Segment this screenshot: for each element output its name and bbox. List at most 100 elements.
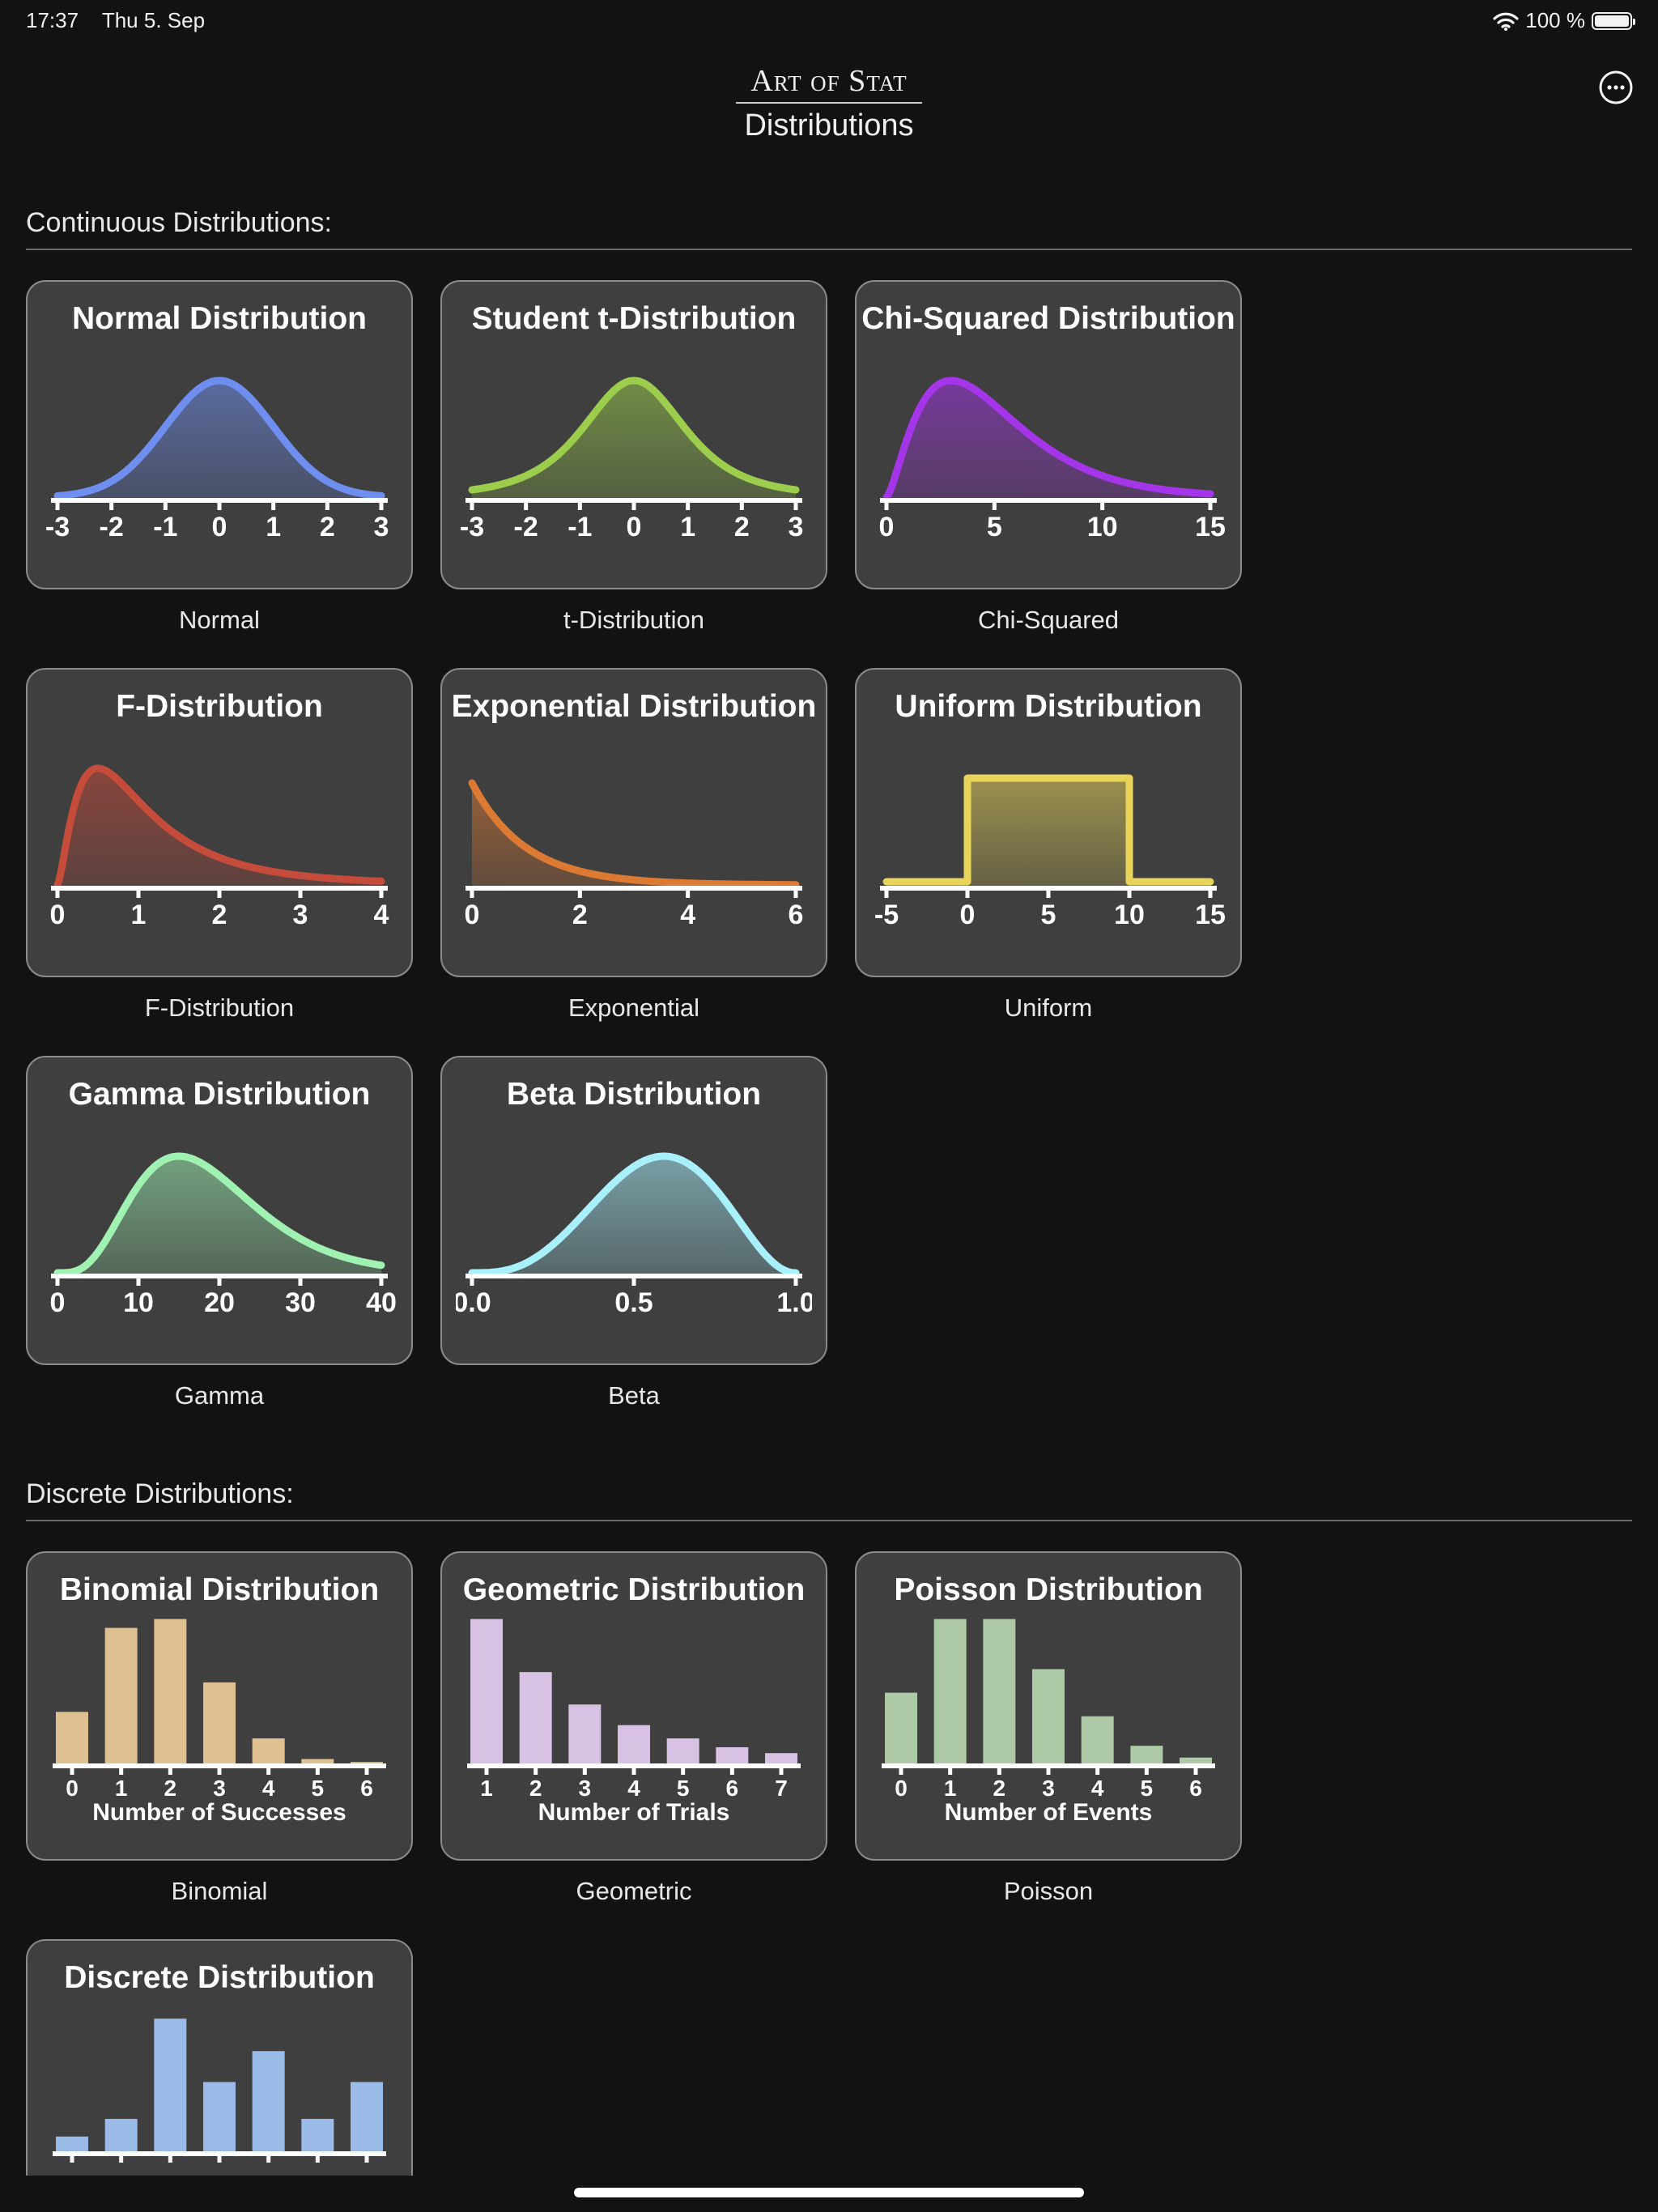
x-tick-label: 1 — [680, 512, 695, 542]
discrete-bar — [56, 2136, 88, 2151]
discrete-bar — [104, 2118, 138, 2151]
discrete-bar — [203, 2082, 236, 2151]
page-title: Distributions — [744, 108, 914, 143]
status-date: Thu 5. Sep — [101, 8, 206, 32]
exponential-area — [472, 783, 796, 888]
uniform-distribution-card[interactable]: Uniform Distribution -5 0 5 10 15 Uniform — [855, 668, 1242, 1023]
poisson-bar — [1081, 1716, 1114, 1763]
geometric-bar — [666, 1738, 699, 1763]
card-title: Geometric Distribution — [462, 1572, 806, 1607]
discrete-bar — [154, 2018, 187, 2151]
t-distribution-card[interactable]: Student t-Distribution -3 -2 -1 0 1 2 3 t-Dist… — [440, 280, 827, 635]
wifi-icon — [1493, 12, 1519, 31]
poisson-distribution-card[interactable]: Poisson Distribution 0 1 2 3 4 5 6 Number of Ev… — [855, 1551, 1242, 1906]
binomial-distribution-card[interactable]: Binomial Distribution 0 1 2 3 4 5 6 Number of S… — [26, 1551, 413, 1906]
x-axis-label: Number of Events — [945, 1799, 1153, 1822]
x-tick-label: 20 — [204, 1287, 235, 1318]
f-distribution-card[interactable]: F-Distribution 0 1 2 3 4 F-Distribution — [26, 668, 413, 1023]
x-tick-label: 0 — [879, 512, 895, 542]
normal-distribution-card[interactable]: Normal Distribution -3 -2 -1 0 1 2 3 Normal — [26, 280, 413, 635]
x-tick-label: 40 — [366, 1287, 397, 1318]
card-caption: Geometric — [576, 1877, 692, 1905]
exponential-curve — [468, 779, 800, 889]
x-tick-label: 3 — [213, 1776, 226, 1801]
poisson-bar — [933, 1619, 967, 1763]
chi-squared-distribution-card[interactable]: Chi-Squared Distribution 0 5 10 15 Chi-Squa… — [855, 280, 1242, 635]
beta-area — [472, 1156, 796, 1276]
chi-curve — [882, 376, 1214, 501]
binomial-bar — [301, 1759, 334, 1763]
geometric-bar — [618, 1725, 650, 1763]
binomial-chart: 0 1 2 3 4 5 6 Number of Successes — [53, 1619, 386, 1822]
card-caption: Binomial — [171, 1877, 268, 1905]
gamma-distribution-card[interactable]: Gamma Distribution 0 10 20 30 40 Gamma — [26, 1056, 413, 1410]
card-title: Gamma Distribution — [68, 1077, 371, 1112]
geometric-bar — [519, 1672, 552, 1763]
x-tick-label: 2 — [164, 1776, 177, 1801]
x-tick-label: 5 — [1041, 900, 1056, 930]
card-title: Uniform Distribution — [895, 689, 1202, 724]
geometric-chart: 1 2 3 4 5 6 7 Number of Trials — [467, 1619, 801, 1822]
binomial-bar — [351, 1762, 383, 1763]
x-tick-label: 0 — [50, 900, 66, 930]
card-caption: Beta — [608, 1381, 660, 1410]
beta-chart: 0.0 0.5 1.0 — [456, 1152, 812, 1318]
discrete-section-title: Discrete Distributions: — [26, 1478, 1632, 1521]
chi-area — [886, 381, 1210, 500]
binomial-bar — [203, 1682, 236, 1763]
card-caption: t-Distribution — [563, 606, 704, 634]
x-tick-label: 4 — [680, 900, 695, 930]
x-tick-label: -3 — [45, 512, 70, 542]
x-tick-label: -3 — [460, 512, 484, 542]
chi-squared-chart: 0 5 10 15 — [879, 376, 1226, 542]
continuous-section-header: Continuous Distributions: — [26, 207, 1632, 250]
card-title: Discrete Distribution — [64, 1960, 375, 1995]
x-tick-label: 6 — [1189, 1776, 1202, 1801]
card-title: Binomial Distribution — [59, 1572, 380, 1607]
more-options-icon[interactable] — [1598, 70, 1634, 105]
x-tick-label: 1 — [944, 1776, 957, 1801]
geometric-distribution-card[interactable]: Geometric Distribution 1 2 3 4 5 6 7 Number of … — [440, 1551, 827, 1906]
x-tick-label: 10 — [123, 1287, 154, 1318]
discrete-bar — [301, 2118, 334, 2151]
gamma-chart: 0 10 20 30 40 — [50, 1152, 397, 1318]
x-tick-label: 3 — [374, 512, 389, 542]
x-tick-label: 2 — [320, 512, 335, 542]
discrete-chart — [53, 2018, 386, 2163]
card-caption: Uniform — [1004, 993, 1093, 1022]
x-tick-label: -2 — [100, 512, 124, 542]
x-tick-label: 2 — [529, 1776, 542, 1801]
t-chart: -3 -2 -1 0 1 2 3 — [460, 376, 803, 542]
poisson-bar — [1032, 1669, 1065, 1763]
card-title: Poisson Distribution — [894, 1572, 1203, 1607]
x-tick-label: 0 — [212, 512, 227, 542]
normal-curve — [53, 376, 385, 500]
x-tick-label: 5 — [677, 1776, 690, 1801]
discrete-section-header: Discrete Distributions: — [26, 1478, 1632, 1521]
x-tick-label: 0 — [465, 900, 480, 930]
x-tick-label: 5 — [1141, 1776, 1154, 1801]
card-title: Chi-Squared Distribution — [861, 301, 1235, 336]
x-tick-label: -2 — [514, 512, 538, 542]
x-tick-label: 7 — [775, 1776, 788, 1801]
x-tick-label: 5 — [312, 1776, 325, 1801]
x-tick-label: 1 — [131, 900, 147, 930]
x-tick-label: 0 — [960, 900, 976, 930]
x-tick-label: 4 — [262, 1776, 275, 1801]
battery-percent: 100 % — [1525, 8, 1585, 32]
beta-distribution-card[interactable]: Beta Distribution 0.0 0.5 1.0 Beta — [440, 1056, 827, 1410]
t-area — [472, 381, 796, 500]
x-tick-label: 15 — [1195, 900, 1226, 930]
x-tick-label: 2 — [212, 900, 227, 930]
card-title: Exponential Distribution — [451, 689, 817, 724]
poisson-bar — [1130, 1746, 1163, 1763]
home-indicator — [574, 2188, 1084, 2197]
x-tick-label: 6 — [789, 900, 804, 930]
card-caption: Exponential — [568, 993, 699, 1022]
discrete-distribution-card[interactable]: Discrete Distribution — [26, 1939, 413, 2176]
x-tick-label: 10 — [1087, 512, 1118, 542]
card-title: F-Distribution — [116, 689, 323, 724]
exponential-distribution-card[interactable]: Exponential Distribution 0 2 4 6 Exponentia… — [440, 668, 827, 1023]
binomial-bar — [252, 1738, 285, 1763]
card-caption: F-Distribution — [144, 993, 295, 1022]
